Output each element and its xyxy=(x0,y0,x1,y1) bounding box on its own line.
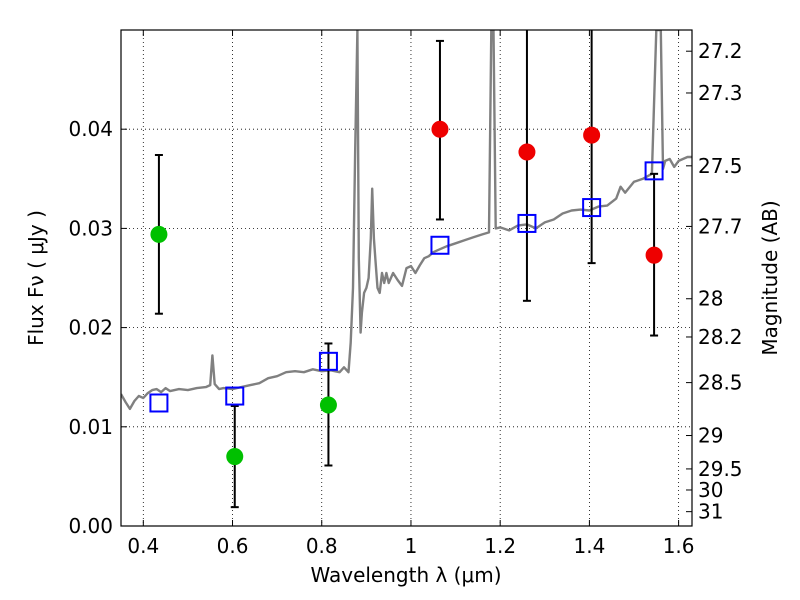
data-point xyxy=(518,143,536,161)
mag-tick-label: 30 xyxy=(698,478,723,502)
mag-tick-label: 29.5 xyxy=(698,457,743,481)
model-photometry-square xyxy=(644,161,664,181)
mag-tick-label: 27.7 xyxy=(698,214,743,238)
data-point xyxy=(431,120,449,138)
data-point xyxy=(150,225,168,243)
x-tick-label: 0.6 xyxy=(217,534,249,558)
data-point xyxy=(645,246,663,264)
x-tick-label: 1.6 xyxy=(663,534,695,558)
y-axis-label: Flux Fν ( μJy ) xyxy=(24,210,48,346)
y-tick-label: 0.02 xyxy=(68,316,113,340)
model-photometry-square xyxy=(582,198,602,218)
data-point xyxy=(319,396,337,414)
x-tick-label: 1.2 xyxy=(484,534,516,558)
mag-tick-label: 27.3 xyxy=(698,81,743,105)
x-tick-label: 0.8 xyxy=(306,534,338,558)
mag-tick-label: 27.5 xyxy=(698,154,743,178)
x-axis-label: Wavelength λ (μm) xyxy=(310,563,501,587)
model-sed-line xyxy=(121,30,692,411)
grid-lines xyxy=(121,30,692,527)
data-point xyxy=(583,126,601,144)
model-photometry-square xyxy=(318,351,338,371)
mag-tick-label: 27.2 xyxy=(698,39,743,63)
y-tick-label: 0.01 xyxy=(68,415,113,439)
y-tick-label: 0.03 xyxy=(68,216,113,240)
x-tick-label: 1 xyxy=(405,534,418,558)
y2-axis-label: Magnitude (AB) xyxy=(758,200,782,355)
x-tick-label: 1.4 xyxy=(573,534,605,558)
model-photometry-square xyxy=(430,235,450,255)
plot-area xyxy=(121,30,692,509)
mag-tick-label: 31 xyxy=(698,500,723,524)
data-point xyxy=(226,448,244,466)
axis-ticks: 0.4 0.6 0.8 1 1.2 1.4 1.6 0.00 0.01 0.02 0.03 0.04 2… xyxy=(68,30,743,558)
y-tick-label: 0.04 xyxy=(68,117,113,141)
model-photometry-square xyxy=(517,213,537,233)
mag-tick-label: 29 xyxy=(698,424,723,448)
mag-tick-label: 28.2 xyxy=(698,325,743,349)
x-tick-label: 0.4 xyxy=(127,534,159,558)
model-photometry-square xyxy=(149,393,169,413)
mag-tick-label: 28.5 xyxy=(698,371,743,395)
mag-tick-label: 28 xyxy=(698,287,723,311)
plot-frame xyxy=(120,29,693,527)
model-photometry-square xyxy=(225,386,245,406)
y-tick-label: 0.00 xyxy=(68,514,113,538)
